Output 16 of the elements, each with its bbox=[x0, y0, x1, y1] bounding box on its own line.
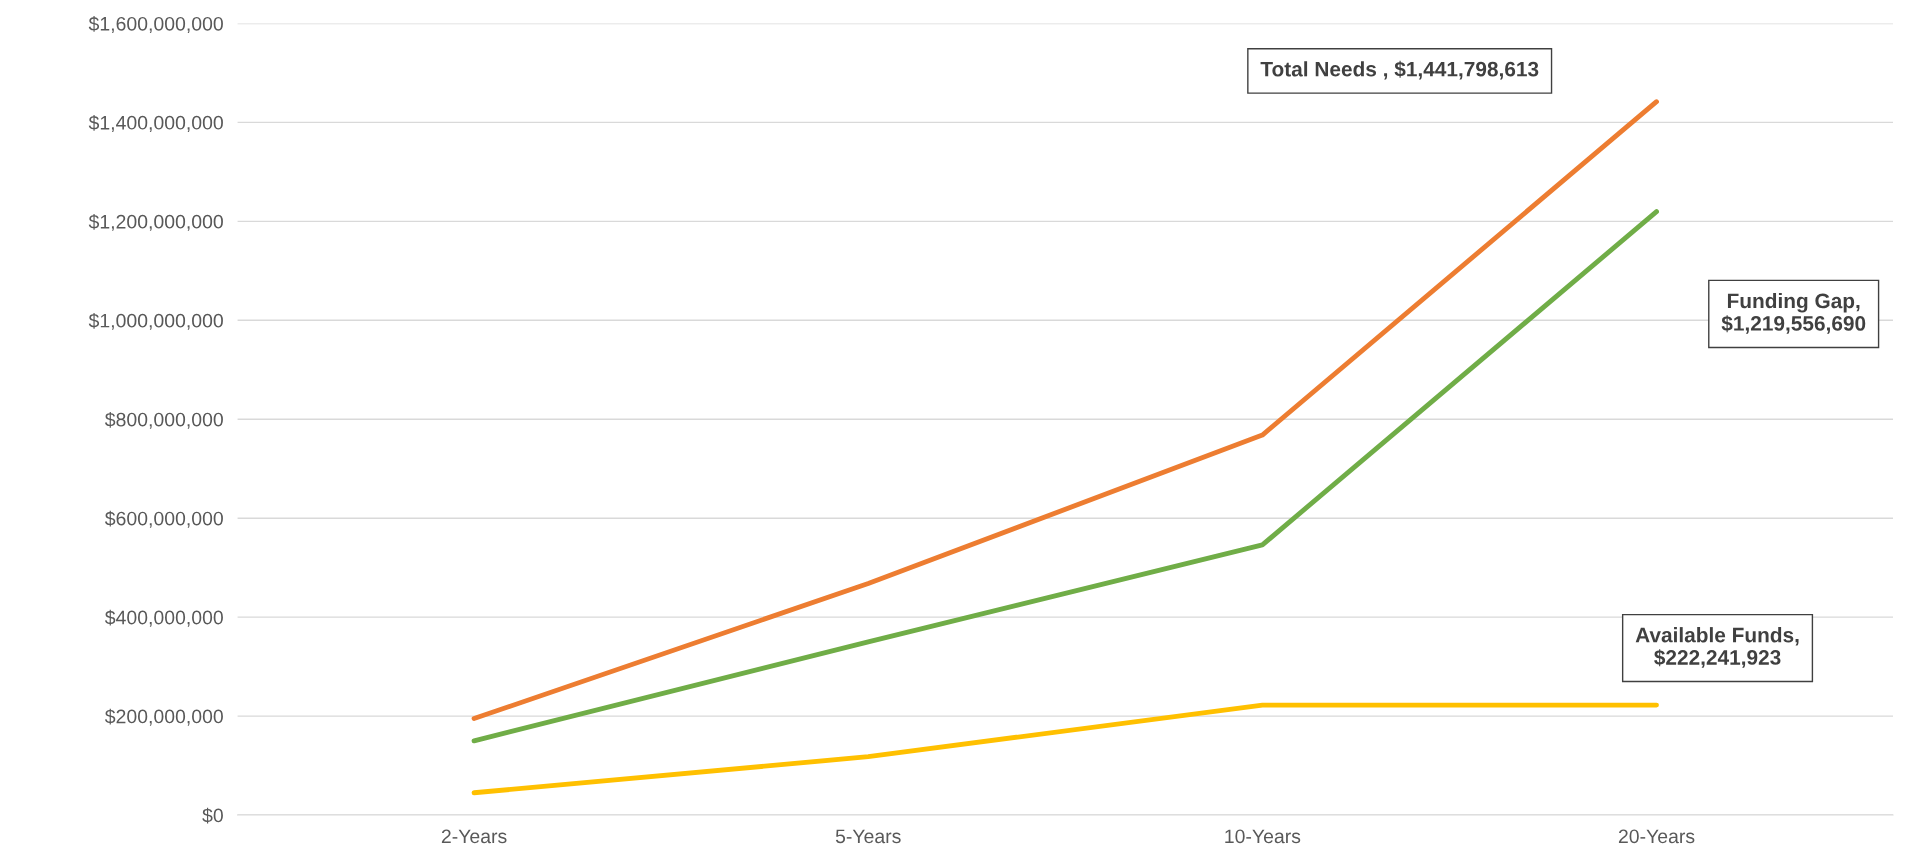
y-tick-label: $1,200,000,000 bbox=[88, 213, 223, 231]
y-tick-label: $1,600,000,000 bbox=[88, 16, 223, 33]
y-tick-label: $0 bbox=[202, 807, 223, 824]
annotation: Total Needs , $1,441,798,613 bbox=[1260, 60, 1539, 80]
x-tick-label: 5-Years bbox=[835, 829, 901, 844]
x-tick-label: 20-Years bbox=[1618, 829, 1695, 844]
y-tick-label: $600,000,000 bbox=[104, 510, 223, 528]
y-tick-label: $200,000,000 bbox=[104, 708, 223, 726]
y-tick-label: $800,000,000 bbox=[104, 411, 223, 429]
annotation: Funding Gap, $1,219,556,690 bbox=[1721, 292, 1866, 334]
x-tick-label: 2-Years bbox=[441, 829, 507, 844]
annotation: Available Funds, $222,241,923 bbox=[1635, 627, 1799, 668]
y-tick-label: $1,000,000,000 bbox=[88, 312, 223, 330]
y-tick-label: $1,400,000,000 bbox=[88, 115, 223, 132]
x-tick-label: 10-Years bbox=[1225, 829, 1301, 844]
y-tick-label: $400,000,000 bbox=[104, 609, 223, 627]
